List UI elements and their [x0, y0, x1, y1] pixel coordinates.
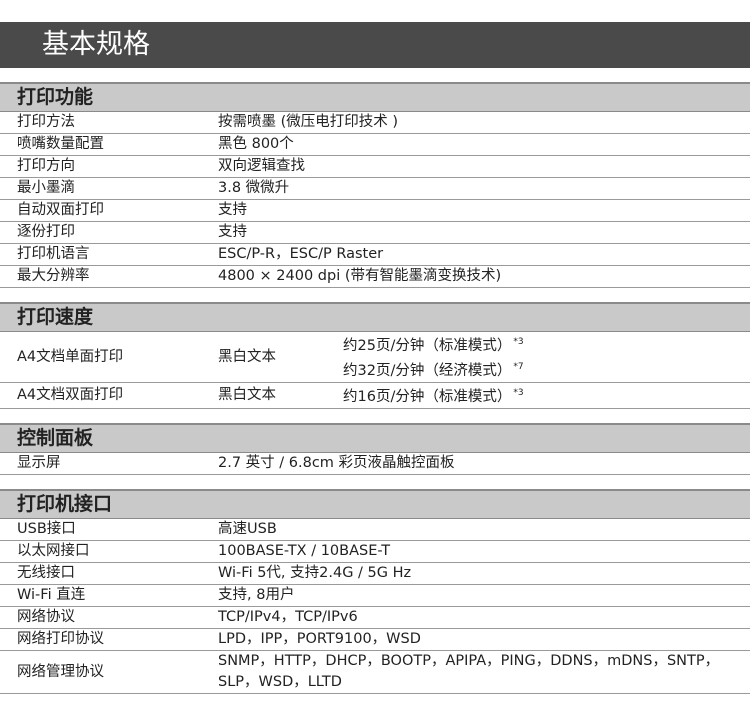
spec-value: 双向逻辑查找 — [218, 158, 305, 174]
spec-value: 4800 × 2400 dpi (带有智能墨滴变换技术) — [218, 268, 502, 284]
spec-value: 高速USB — [218, 521, 277, 537]
spec-label: Wi-Fi 直连 — [17, 587, 86, 603]
section-title: 打印功能 — [0, 82, 750, 112]
footnote: *7 — [513, 362, 524, 372]
section-title: 打印速度 — [0, 302, 750, 332]
section: 控制面板显示屏 2.7 英寸 / 6.8cm 彩页液晶触控面板 — [0, 423, 750, 475]
spec-value: 100BASE-TX / 10BASE-T — [218, 543, 391, 559]
section-title: 打印机接口 — [0, 489, 750, 519]
header-bar: 基本规格 — [0, 22, 750, 68]
spec-label: 喷嘴数量配置 — [17, 136, 104, 152]
spec-row: 最大分辨率 4800 × 2400 dpi (带有智能墨滴变换技术) — [0, 266, 750, 288]
spec-row: 自动双面打印 支持 — [0, 200, 750, 222]
footnote: *3 — [513, 337, 524, 347]
spec-label: 逐份打印 — [17, 224, 75, 240]
spec-row: 无线接口 Wi-Fi 5代, 支持2.4G / 5G Hz — [0, 563, 750, 585]
spec-value: SNMP，HTTP，DHCP，BOOTP，APIPA，PING，DDNS，mDN… — [218, 653, 720, 690]
spec-label: 以太网接口 — [17, 543, 90, 559]
section-title: 控制面板 — [0, 423, 750, 453]
spec-value: 黑白文本 — [218, 387, 276, 403]
spec-label: 最大分辨率 — [17, 268, 90, 284]
spec-row: 打印机语言 ESC/P-R，ESC/P Raster — [0, 244, 750, 266]
speed-list: 约16页/分钟（标准模式） *3 — [343, 383, 750, 408]
spec-row: 网络协议 TCP/IPv4，TCP/IPv6 — [0, 607, 750, 629]
spec-table: 打印功能打印方法 按需喷墨 (微压电打印技术 ) 喷嘴数量配置 黑色 800个打印方向… — [0, 82, 750, 708]
section: 打印机接口 USB接口 高速USB 以太网接口 100BASE-TX / 10BASE-… — [0, 489, 750, 694]
spec-row: 最小墨滴 3.8 微微升 — [0, 178, 750, 200]
spec-label: 无线接口 — [17, 565, 75, 581]
spec-label: 显示屏 — [17, 455, 61, 471]
spec-value: 支持 — [218, 224, 247, 240]
spec-label: 自动双面打印 — [17, 202, 104, 218]
spec-row: A4文档单面打印 黑白文本 约25页/分钟（标准模式） *3 约32页/分钟（经济模式）… — [0, 332, 750, 383]
speed-item: 约25页/分钟（标准模式） *3 — [343, 332, 750, 357]
speed-text: 约25页/分钟（标准模式） — [343, 338, 512, 354]
spec-value: LPD，IPP，PORT9100，WSD — [218, 631, 421, 647]
spec-label: 打印机语言 — [17, 246, 90, 262]
spec-value: 黑白文本 — [218, 348, 276, 365]
spec-value: 支持, 8用户 — [218, 587, 295, 603]
spec-label: 最小墨滴 — [17, 180, 75, 196]
footnote: *3 — [513, 388, 524, 398]
spec-row: 打印方法 按需喷墨 (微压电打印技术 ) — [0, 112, 750, 134]
section: 打印功能打印方法 按需喷墨 (微压电打印技术 ) 喷嘴数量配置 黑色 800个打印方向… — [0, 82, 750, 288]
spec-value: ESC/P-R，ESC/P Raster — [218, 246, 384, 262]
spec-value: 按需喷墨 (微压电打印技术 ) — [218, 114, 399, 130]
spec-label: A4文档单面打印 — [17, 348, 124, 365]
spec-row: 以太网接口 100BASE-TX / 10BASE-T — [0, 541, 750, 563]
spec-value: 黑色 800个 — [218, 136, 294, 152]
spec-value: 3.8 微微升 — [218, 180, 290, 196]
spec-value: TCP/IPv4，TCP/IPv6 — [218, 609, 358, 625]
speed-text: 约16页/分钟（标准模式） — [343, 389, 512, 405]
spec-row: 网络打印协议 LPD，IPP，PORT9100，WSD — [0, 629, 750, 651]
speed-item: 约32页/分钟（经济模式） *7 — [343, 357, 750, 382]
spec-row: 打印方向 双向逻辑查找 — [0, 156, 750, 178]
spec-value: Wi-Fi 5代, 支持2.4G / 5G Hz — [218, 565, 412, 581]
spec-value: 2.7 英寸 / 6.8cm 彩页液晶触控面板 — [218, 455, 455, 471]
header-title: 基本规格 — [42, 29, 150, 60]
spec-label: 打印方向 — [17, 158, 75, 174]
spec-value: 支持 — [218, 202, 247, 218]
spec-label: 网络打印协议 — [17, 631, 104, 647]
spec-row: 显示屏 2.7 英寸 / 6.8cm 彩页液晶触控面板 — [0, 453, 750, 475]
spec-label: 网络协议 — [17, 609, 75, 625]
spec-label: A4文档双面打印 — [17, 387, 124, 403]
speed-list: 约25页/分钟（标准模式） *3 约32页/分钟（经济模式） *7 — [343, 332, 750, 382]
spec-row: USB接口 高速USB — [0, 519, 750, 541]
spec-row: 网络管理协议 SNMP，HTTP，DHCP，BOOTP，APIPA，PING，DD… — [0, 651, 750, 694]
spec-row: 逐份打印 支持 — [0, 222, 750, 244]
speed-item: 约16页/分钟（标准模式） *3 — [343, 383, 750, 408]
section: 打印速度 A4文档单面打印 黑白文本 约25页/分钟（标准模式） *3 约32页/分钟（经… — [0, 302, 750, 409]
spec-label: USB接口 — [17, 521, 76, 537]
spec-label: 打印方法 — [17, 114, 75, 130]
spec-row: A4文档双面打印 黑白文本 约16页/分钟（标准模式） *3 — [0, 383, 750, 409]
page: 基本规格 打印功能打印方法 按需喷墨 (微压电打印技术 ) 喷嘴数量配置 黑色 800… — [0, 22, 750, 694]
spec-row: Wi-Fi 直连 支持, 8用户 — [0, 585, 750, 607]
spec-label: 网络管理协议 — [17, 663, 104, 680]
speed-text: 约32页/分钟（经济模式） — [343, 363, 512, 379]
spec-row: 喷嘴数量配置 黑色 800个 — [0, 134, 750, 156]
